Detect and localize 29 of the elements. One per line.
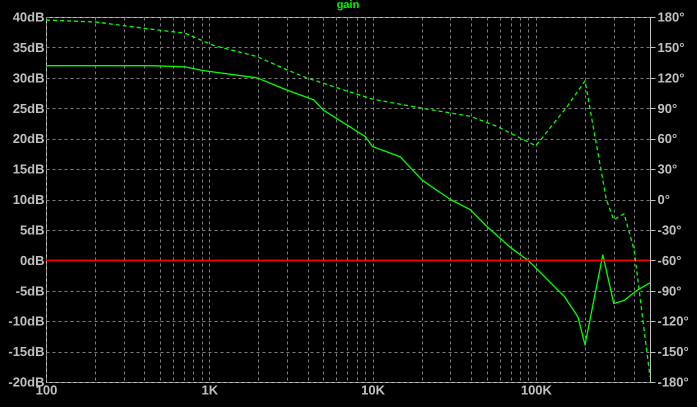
y2-tick-label: 120° <box>658 70 684 86</box>
y-tick-label: 5dB <box>20 222 44 238</box>
y-tick-label: 35dB <box>12 40 44 55</box>
y2-tick-label: -60° <box>658 252 682 268</box>
y-tick-label: 10dB <box>12 192 44 207</box>
y-tick-label: 15dB <box>12 162 44 177</box>
y2-tick-label: 150° <box>658 40 684 55</box>
y-tick-label: 0dB <box>20 252 44 268</box>
y2-tick-label: 60° <box>658 131 678 146</box>
y-tick-label: -15dB <box>8 344 44 360</box>
y2-tick-label: 0° <box>658 192 670 207</box>
y-tick-label: 20dB <box>12 131 44 146</box>
y2-tick-label: -180° <box>658 374 689 390</box>
y-tick-label: 40dB <box>12 10 44 24</box>
x-tick-label: 10K <box>361 382 386 398</box>
y2-tick-label: 30° <box>658 162 678 177</box>
y2-tick-label: -150° <box>658 344 689 360</box>
y2-tick-label: -90° <box>658 283 682 298</box>
y2-tick-label: -120° <box>658 314 689 329</box>
x-tick-label: 1K <box>201 382 219 398</box>
y-tick-label: 25dB <box>12 100 44 116</box>
y-tick-label: -5dB <box>16 283 44 298</box>
y-tick-label: 30dB <box>12 70 44 86</box>
chart-title: gain <box>336 0 360 11</box>
y2-tick-label: 180° <box>658 10 684 24</box>
y-tick-label: -10dB <box>8 314 44 329</box>
y2-tick-label: -30° <box>658 222 682 238</box>
x-tick-label: 100K <box>520 382 553 398</box>
y2-tick-label: 90° <box>658 100 678 116</box>
